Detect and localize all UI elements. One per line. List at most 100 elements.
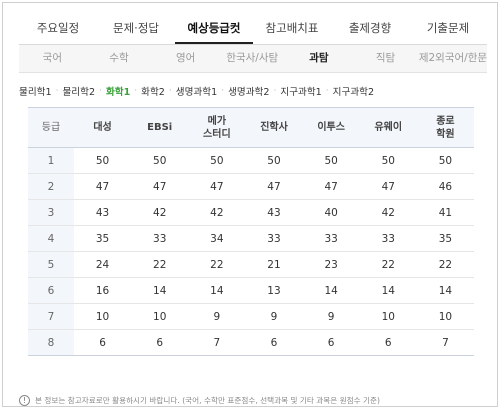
column-header-daesung: 대성	[74, 107, 132, 148]
table-cell: 13	[245, 277, 303, 304]
subtab-history-social[interactable]: 한국사/사탐	[226, 52, 279, 64]
table-cell: 50	[359, 147, 417, 174]
table-cell: 35	[416, 225, 474, 252]
table-cell: 35	[74, 225, 132, 252]
tab-past-exams[interactable]: 기출문제	[426, 21, 470, 35]
table-cell: 41	[416, 199, 474, 226]
table-cell: 33	[359, 225, 417, 252]
table-cell: 6	[302, 329, 360, 356]
subtab-korean[interactable]: 국어	[42, 52, 62, 64]
table-cell: 42	[359, 199, 417, 226]
grade-cell: 6	[28, 277, 74, 304]
table-cell: 50	[302, 147, 360, 174]
table-row: 2 47 47 47 47 47 47 46	[28, 173, 474, 200]
table-cell: 22	[131, 251, 189, 278]
table-cell: 10	[74, 303, 132, 330]
separator-dot: ·	[221, 86, 225, 96]
subject-earth-science2[interactable]: 지구과학2	[332, 87, 375, 98]
table-row: 5 24 22 22 21 23 22 22	[28, 251, 474, 278]
column-header-jinhaksa: 진학사	[245, 107, 303, 148]
table-cell: 16	[74, 277, 132, 304]
tab-questions-answers[interactable]: 문제·정답	[113, 21, 159, 35]
subject-physics1[interactable]: 물리학1	[19, 87, 52, 98]
column-header-etoos: 이투스	[302, 107, 360, 148]
subject-earth-science1[interactable]: 지구과학1	[280, 87, 322, 98]
disclaimer-note: ! 본 정보는 참고자료로만 활용하시기 바랍니다. (국어, 수학만 표준점수…	[19, 393, 489, 407]
table-cell: 10	[359, 303, 417, 330]
table-cell: 43	[245, 199, 303, 226]
table-row: 7 10 10 9 9 9 10 10	[28, 303, 474, 330]
table-cell: 22	[188, 251, 246, 278]
table-cell: 6	[74, 329, 132, 356]
separator-dot: ·	[273, 86, 277, 96]
tab-exam-trends[interactable]: 출제경향	[348, 21, 392, 35]
table-cell: 7	[188, 329, 246, 356]
table-cell: 9	[188, 303, 246, 330]
subject-chemistry1[interactable]: 화학1	[105, 87, 131, 98]
subtab-math[interactable]: 수학	[109, 52, 129, 64]
table-cell: 33	[131, 225, 189, 252]
main-tab-bar: 주요일정 문제·정답 예상등급컷 참고배치표 출제경향 기출문제	[19, 13, 487, 45]
table-cell: 40	[302, 199, 360, 226]
table-cell: 43	[74, 199, 132, 226]
tab-schedule[interactable]: 주요일정	[36, 21, 80, 35]
table-cell: 14	[188, 277, 246, 304]
column-header-megastudy: 메가 스터디	[188, 107, 246, 148]
table-cell: 50	[416, 147, 474, 174]
subject-life-science1[interactable]: 생명과학1	[175, 87, 218, 98]
separator-dot: ·	[99, 86, 102, 96]
table-cell: 47	[188, 173, 246, 200]
subject-area-tab-bar: 국어 수학 영어 한국사/사탐 과탐 직탐 제2외국어/한문	[19, 45, 487, 73]
table-cell: 47	[302, 173, 360, 200]
table-cell: 6	[245, 329, 303, 356]
column-header-grade: 등급	[28, 107, 74, 148]
tab-expected-grade-cut[interactable]: 예상등급컷	[175, 13, 253, 44]
table-cell: 50	[188, 147, 246, 174]
table-cell: 24	[74, 251, 132, 278]
table-row: 4 35 33 34 33 33 33 35	[28, 225, 474, 252]
table-cell: 50	[131, 147, 189, 174]
grade-cell: 3	[28, 199, 74, 226]
table-cell: 46	[416, 173, 474, 200]
table-cell: 14	[131, 277, 189, 304]
table-cell: 47	[359, 173, 417, 200]
table-cell: 34	[188, 225, 246, 252]
table-cell: 47	[74, 173, 132, 200]
table-cell: 47	[245, 173, 303, 200]
table-cell: 23	[302, 251, 360, 278]
subject-chemistry2[interactable]: 화학2	[141, 87, 165, 98]
table-row: 6 16 14 14 13 14 14 14	[28, 277, 474, 304]
disclaimer-text: 본 정보는 참고자료로만 활용하시기 바랍니다. (국어, 수학만 표준점수, …	[35, 395, 380, 405]
table-cell: 33	[302, 225, 360, 252]
table-cell: 33	[245, 225, 303, 252]
column-header-uway: 유웨이	[359, 107, 417, 148]
table-row: 8 6 6 7 6 6 6 7	[28, 329, 474, 356]
subtab-science[interactable]: 과탐	[309, 52, 329, 64]
subject-physics2[interactable]: 물리학2	[62, 87, 96, 98]
table-header-row: 등급 대성 EBSi 메가 스터디 진학사 이투스 유웨이 종로 학원	[28, 107, 474, 148]
table-cell: 21	[245, 251, 303, 278]
table-cell: 14	[416, 277, 474, 304]
subject-life-science2[interactable]: 생명과학2	[228, 87, 270, 98]
table-cell: 14	[302, 277, 360, 304]
grade-cell: 4	[28, 225, 74, 252]
table-cell: 9	[245, 303, 303, 330]
subtab-vocational[interactable]: 직탐	[375, 52, 396, 64]
separator-dot: ·	[325, 86, 329, 96]
science-subject-list: 물리학1 · 물리학2 · 화학1 · 화학2 · 생명과학1 · 생명과학2 …	[19, 83, 487, 99]
table-cell: 47	[131, 173, 189, 200]
table-cell: 10	[416, 303, 474, 330]
table-cell: 22	[416, 251, 474, 278]
table-cell: 9	[302, 303, 360, 330]
column-header-jongro: 종로 학원	[416, 107, 474, 148]
table-cell: 42	[131, 199, 189, 226]
table-cell: 42	[188, 199, 246, 226]
table-cell: 22	[359, 251, 417, 278]
grade-cell: 8	[28, 329, 74, 356]
grade-cell: 1	[28, 147, 74, 174]
subtab-second-language[interactable]: 제2외국어/한문	[418, 52, 488, 64]
table-row: 3 43 42 42 43 40 42 41	[28, 199, 474, 226]
tab-placement-table[interactable]: 참고배치표	[265, 21, 319, 35]
subtab-english[interactable]: 영어	[175, 52, 196, 64]
